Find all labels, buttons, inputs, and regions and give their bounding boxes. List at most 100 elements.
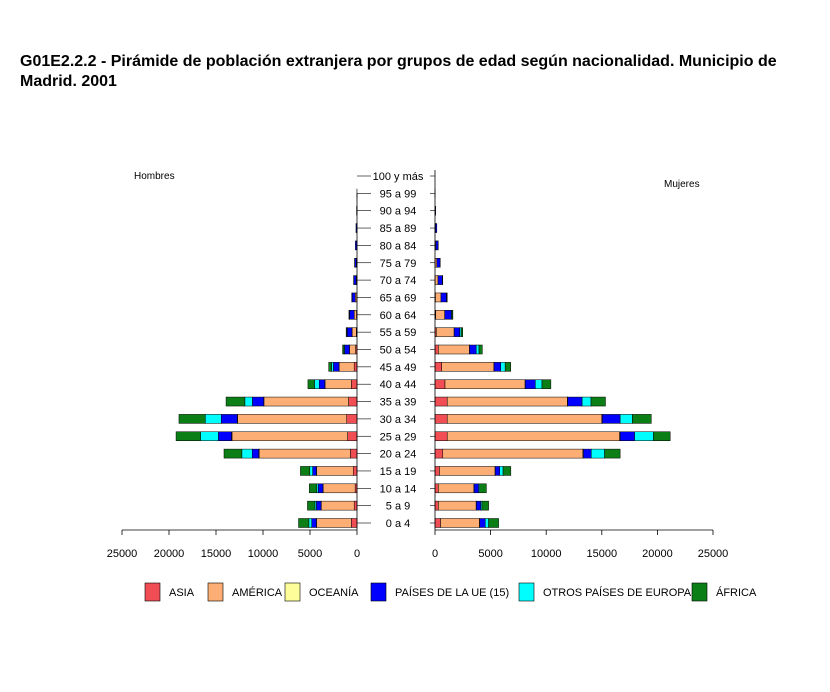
bar-hombres-asia-20-a-24 [350,448,358,459]
bar-mujeres-africa-40-a-44 [541,379,552,389]
age-group-label: 100 y más [373,171,424,183]
bar-mujeres-africa-25-a-29 [653,431,671,441]
bar-mujeres-paises-de-la-ue-15-80-a-84 [435,240,439,251]
left-x-tick-label: 15000 [201,548,232,560]
bar-hombres-america-25-a-29 [231,431,348,441]
bar-mujeres-paises-de-la-ue-15-25-a-29 [619,431,635,441]
right-x-tick-label: 10000 [531,548,562,560]
age-group-label: 80 a 84 [380,240,417,252]
bar-mujeres-america-15-a-19 [439,466,496,476]
bar-hombres-africa-40-a-44 [307,379,315,389]
age-group-label: 65 a 69 [380,292,417,304]
bar-mujeres-africa-0-a-4 [488,518,499,528]
bar-hombres-paises-de-la-ue-15-60-a-64 [349,310,355,320]
age-group-label: 15 a 19 [380,466,417,478]
bar-hombres-otros-paises-de-europa-15-a-19 [309,466,313,476]
age-group-label: 45 a 49 [380,362,417,374]
bar-hombres-otros-paises-de-europa-40-a-44 [314,379,320,389]
bar-hombres-america-5-a-9 [321,500,355,511]
bar-mujeres-paises-de-la-ue-15-5-a-9 [476,500,482,511]
bar-hombres-africa-35-a-39 [225,396,246,407]
bar-hombres-africa-0-a-4 [298,518,310,528]
bar-mujeres-africa-20-a-24 [604,448,621,459]
bar-hombres-asia-30-a-34 [346,414,358,424]
bar-mujeres-america-40-a-44 [444,379,526,389]
bar-mujeres-asia-5-a-9 [434,500,439,511]
bar-hombres-paises-de-la-ue-15-0-a-4 [311,518,317,528]
legend-label-paises-de-la-ue-15: PAÍSES DE LA UE (15) [395,586,509,599]
right-x-tick-label: 15000 [587,548,618,560]
bar-mujeres-africa-50-a-54 [478,344,483,355]
age-group-label: 5 a 9 [386,501,410,513]
bar-mujeres-america-35-a-39 [446,396,568,407]
bar-mujeres-asia-50-a-54 [434,344,439,355]
bar-mujeres-america-20-a-24 [442,448,584,459]
bar-mujeres-america-0-a-4 [440,518,480,528]
age-group-label: 10 a 14 [380,483,417,495]
bar-mujeres-africa-55-a-59 [460,327,463,337]
bar-mujeres-paises-de-la-ue-15-30-a-34 [602,414,621,424]
left-x-tick-label: 25000 [107,548,138,560]
bar-mujeres-america-50-a-54 [438,344,470,355]
axes: 0 a 4 5 a 9 10 a 14 15 a 19 20 a 24 25 a 29 30… [107,170,728,560]
bar-mujeres-otros-paises-de-europa-50-a-54 [475,344,480,355]
bar-hombres-america-50-a-54 [349,344,356,355]
bar-mujeres-africa-45-a-49 [504,362,511,372]
age-group-label: 55 a 59 [380,327,417,339]
bar-mujeres-paises-de-la-ue-15-50-a-54 [469,344,477,355]
bar-mujeres-paises-de-la-ue-15-10-a-14 [473,483,479,494]
bar-hombres-asia-5-a-9 [353,500,358,511]
legend-swatch-africa [691,582,708,602]
bar-mujeres-paises-de-la-ue-15-15-a-19 [495,466,500,476]
bar-hombres-paises-de-la-ue-15-35-a-39 [252,396,264,407]
legend-swatch-paises-de-la-ue-15 [370,582,387,602]
bar-mujeres-africa-60-a-64 [451,310,454,320]
bar-hombres-paises-de-la-ue-15-65-a-69 [351,292,356,303]
bars-hombres [175,188,358,528]
bar-mujeres-paises-de-la-ue-15-70-a-74 [437,275,443,285]
bar-mujeres-america-60-a-64 [435,310,445,320]
bar-mujeres-otros-paises-de-europa-35-a-39 [581,396,592,407]
age-group-label: 0 a 4 [386,518,410,530]
bar-hombres-america-0-a-4 [316,518,352,528]
bar-hombres-paises-de-la-ue-15-15-a-19 [312,466,317,476]
bar-mujeres-america-45-a-49 [441,362,495,372]
bar-mujeres-otros-paises-de-europa-45-a-49 [500,362,506,372]
bar-hombres-africa-55-a-59 [345,327,348,337]
bar-mujeres-africa-10-a-14 [479,483,487,494]
bar-mujeres-africa-35-a-39 [590,396,606,407]
bar-hombres-asia-45-a-49 [353,362,358,372]
legend-label-africa: ÁFRICA [716,586,757,599]
bar-hombres-america-40-a-44 [324,379,352,389]
bar-hombres-paises-de-la-ue-15-55-a-59 [347,327,353,337]
bar-hombres-paises-de-la-ue-15-50-a-54 [344,344,350,355]
age-group-label: 85 a 89 [380,223,417,235]
age-group-label: 40 a 44 [380,379,417,391]
bar-mujeres-asia-30-a-34 [434,414,448,424]
bar-hombres-paises-de-la-ue-15-75-a-79 [354,258,357,268]
bar-hombres-paises-de-la-ue-15-30-a-34 [221,414,238,424]
bar-hombres-africa-10-a-14 [309,483,318,494]
bars-mujeres [434,188,671,528]
bar-hombres-otros-paises-de-europa-45-a-49 [331,362,334,372]
bar-mujeres-asia-15-a-19 [434,466,440,476]
bar-hombres-asia-40-a-44 [351,379,358,389]
bar-mujeres-paises-de-la-ue-15-60-a-64 [444,310,452,320]
bar-hombres-america-15-a-19 [316,466,354,476]
bar-hombres-paises-de-la-ue-15-25-a-29 [218,431,232,441]
bar-hombres-america-55-a-59 [351,327,357,337]
bar-hombres-america-10-a-14 [322,483,356,494]
bar-mujeres-america-55-a-59 [436,327,455,337]
bar-mujeres-paises-de-la-ue-15-65-a-69 [440,292,447,303]
legend-label-oceania: OCEANÍA [309,586,359,599]
bar-mujeres-paises-de-la-ue-15-35-a-39 [567,396,583,407]
bar-mujeres-paises-de-la-ue-15-55-a-59 [453,327,460,337]
left-x-tick-label: 20000 [154,548,185,560]
age-group-label: 70 a 74 [380,275,417,287]
age-group-label: 60 a 64 [380,310,417,322]
legend-label-otros-paises-de-europa: OTROS PAÍSES DE EUROPA [543,586,692,599]
age-group-label: 95 a 99 [380,188,417,200]
bar-mujeres-africa-15-a-19 [502,466,512,476]
bar-mujeres-asia-40-a-44 [434,379,446,389]
